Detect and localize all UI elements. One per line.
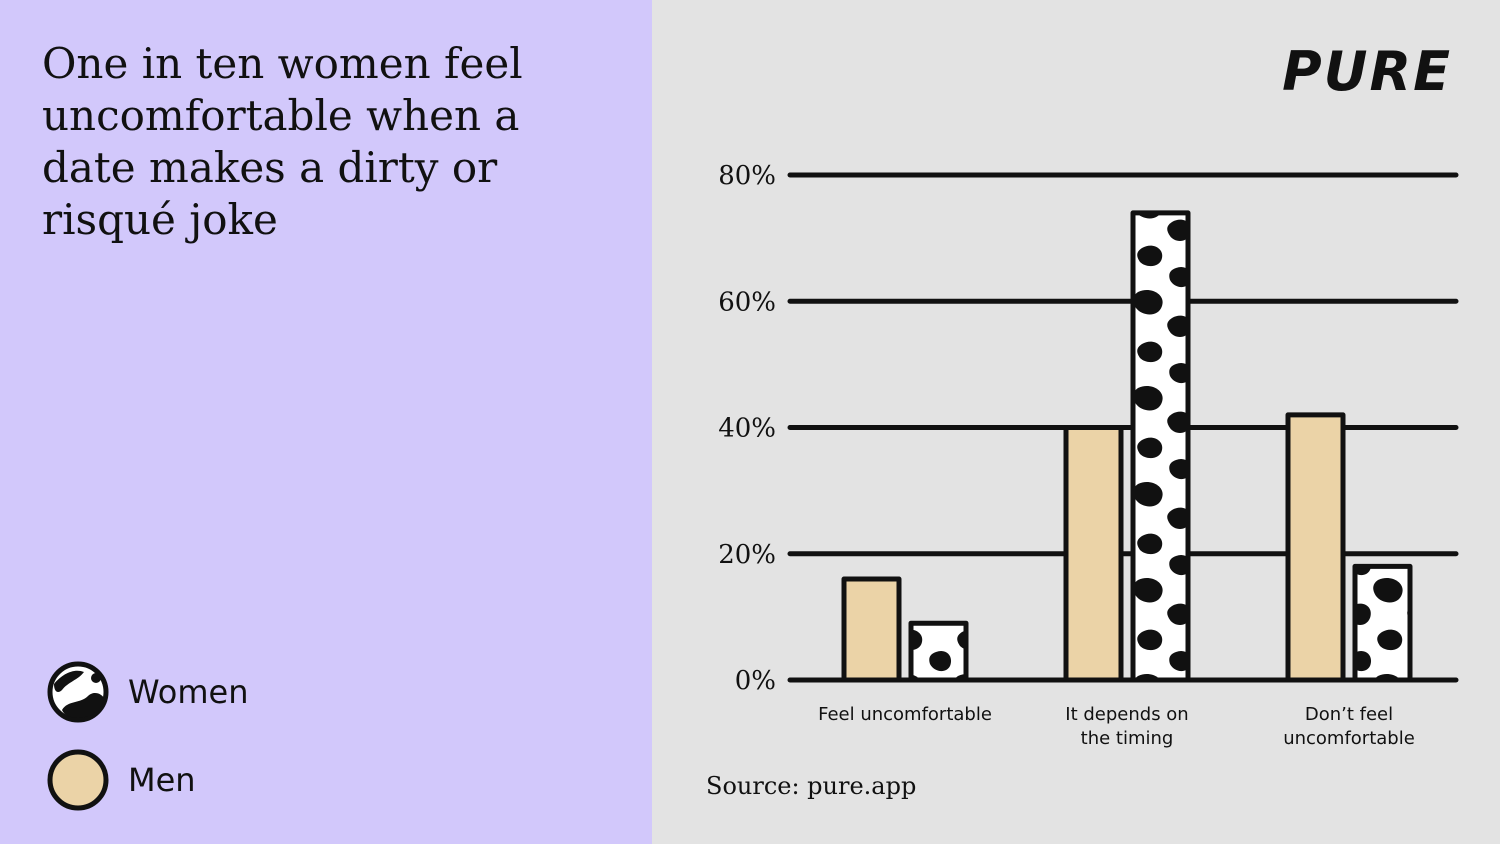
bar-men <box>1285 412 1346 683</box>
y-tick-label: 60% <box>718 287 776 317</box>
x-tick-label: It depends on the timing <box>1065 704 1188 749</box>
bar-men <box>1063 425 1124 683</box>
y-tick-label: 80% <box>718 161 776 191</box>
x-tick-label: Don’t feel uncomfortable <box>1283 704 1415 749</box>
bar-women <box>908 620 969 683</box>
legend-item-women: Women <box>44 660 248 724</box>
bar-women <box>1130 210 1191 683</box>
bar-women <box>1352 563 1413 683</box>
y-tick-label: 40% <box>718 414 776 444</box>
brand-logo: PURE <box>1282 40 1452 103</box>
y-tick-label: 0% <box>735 666 776 696</box>
women-swatch-icon <box>47 661 109 723</box>
chart-title: One in ten women feel uncomfortable when… <box>42 39 523 244</box>
source-note: Source: pure.app <box>706 772 917 800</box>
right-panel: PURE 0% 20% 40% 60% 80% Feel uncomfortable It … <box>652 0 1500 844</box>
legend-item-men: Men <box>44 748 196 812</box>
legend-label-women: Women <box>128 673 249 711</box>
x-tick-label: Feel uncomfortable <box>818 704 992 725</box>
left-panel: One in ten women feel uncomfortable when… <box>0 0 652 844</box>
bar-men <box>841 576 902 683</box>
bar-chart: 0% 20% 40% 60% 80% Feel uncomfortable It depen… <box>718 161 1459 749</box>
y-tick-label: 20% <box>718 540 776 570</box>
legend-label-men: Men <box>128 761 196 799</box>
men-swatch-icon <box>47 749 109 811</box>
